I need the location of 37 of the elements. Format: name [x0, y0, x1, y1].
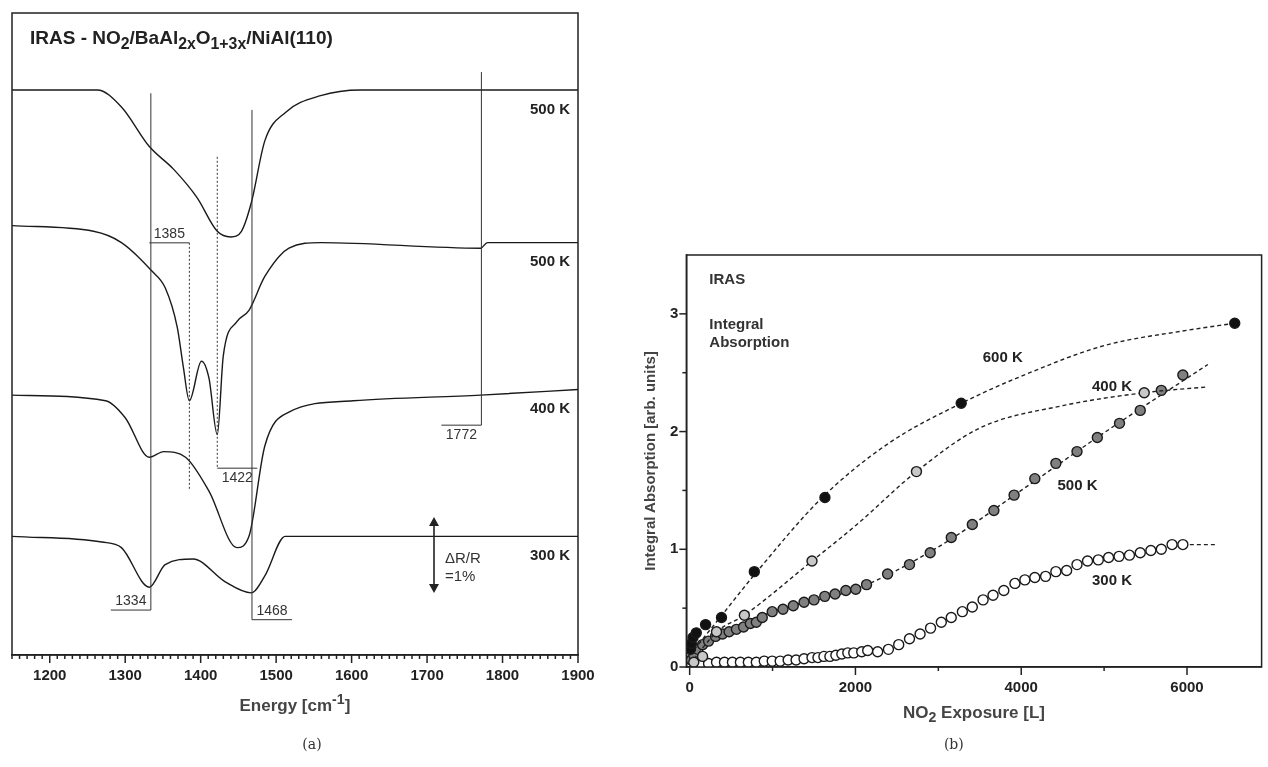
ref-line-label: 1422: [221, 469, 254, 486]
ref-line-label: 1772: [445, 426, 478, 443]
text: 600 K: [982, 348, 1023, 366]
series-label: 500 K: [529, 252, 571, 270]
chart-title: IRAS - NO$_{2}$/BaAl$_{2x}$O$_{1+3x}$/NiAl(110): [30, 27, 333, 53]
series-label: 500 K: [529, 99, 571, 117]
x-tick-label: 1300: [108, 666, 142, 684]
x-tick-label: 1500: [259, 666, 293, 684]
annotation: Integral Absorption: [709, 315, 790, 351]
x-tick-label: 1200: [33, 666, 67, 684]
ref-line-label: 1468: [256, 601, 288, 618]
text: (a): [302, 735, 322, 752]
ref-line-label: 1385: [153, 224, 186, 241]
y-tick-label: 1: [670, 539, 679, 557]
series-label: 400 K: [1092, 376, 1133, 394]
x-tick-label: 1700: [410, 666, 444, 684]
series-label: 300 K: [529, 546, 571, 563]
x-tick-label: 2000: [838, 678, 873, 696]
x-tick-label: 1400: [183, 666, 218, 684]
x-tick-label: 0: [685, 678, 694, 696]
x-tick-label: 1800: [485, 666, 520, 684]
x-tick-label: 1900: [561, 666, 595, 684]
series-label: 500 K: [1057, 475, 1098, 493]
annotation: ΔR/R =1%: [444, 548, 482, 584]
series-label: 300 K: [1092, 570, 1133, 588]
x-tick-label: 1600: [334, 666, 369, 684]
y-tick-label: 3: [670, 304, 679, 321]
text: (b): [943, 735, 964, 752]
x-tick-label: 4000: [1004, 678, 1038, 696]
annotation: IRAS: [709, 269, 746, 287]
series-label: 400 K: [529, 399, 571, 417]
x-axis-title: NO$_{2}$ Exposure [L]: [902, 703, 1045, 726]
y-axis-title: Integral Absorption [arb. units]: [641, 351, 659, 571]
y-tick-label: 2: [670, 421, 679, 439]
x-axis-title: Energy [cm$^{-1}$]: [239, 691, 351, 716]
x-tick-label: 6000: [1170, 678, 1204, 696]
ref-line-label: 1334: [115, 591, 147, 608]
